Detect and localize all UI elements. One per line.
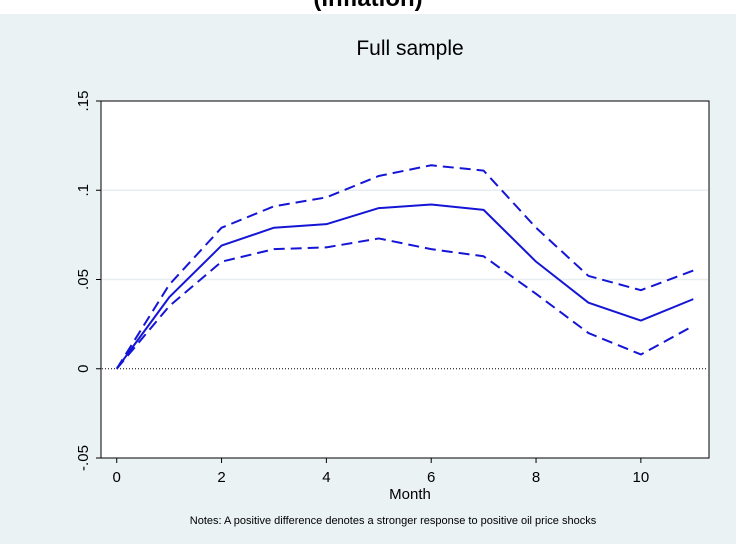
top-title: (Inflation) <box>0 0 736 11</box>
grid-lines <box>102 189 708 281</box>
x-tick-label: 10 <box>633 469 650 486</box>
y-tick-label: .1 <box>75 184 92 197</box>
x-tick-label: 2 <box>217 469 225 486</box>
series-lower-line <box>115 237 694 370</box>
x-tick-label: 8 <box>532 469 540 486</box>
series-estimate-line <box>115 203 694 370</box>
x-tick-label: 0 <box>113 469 121 486</box>
y-tick-label: .05 <box>75 269 92 290</box>
x-axis-label: Month <box>389 486 431 503</box>
top-strip <box>0 0 736 14</box>
x-axis-ticks: 0 2 4 6 8 10 <box>113 458 650 486</box>
x-tick-label: 4 <box>322 469 330 486</box>
x-tick-label: 6 <box>427 469 435 486</box>
y-axis-ticks: -.05 0 .05 .1 .15 <box>75 91 101 471</box>
notes-text: Notes: A positive difference denotes a s… <box>190 515 597 527</box>
series-layer <box>115 164 694 370</box>
chart-title: Full sample <box>356 37 463 60</box>
series-upper-line <box>115 164 694 370</box>
y-tick-label: .15 <box>75 91 92 112</box>
y-tick-label: 0 <box>75 365 92 373</box>
y-tick-label: -.05 <box>75 445 92 471</box>
